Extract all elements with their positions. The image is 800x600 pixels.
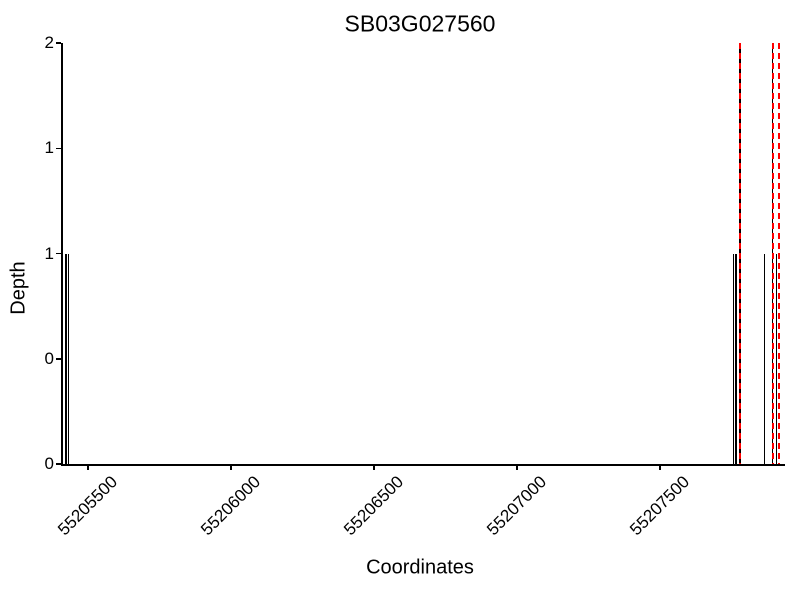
depth-bar: [65, 253, 67, 464]
x-axis-tick: [87, 465, 89, 470]
x-axis-tick: [230, 465, 232, 470]
depth-bar: [763, 253, 766, 464]
y-axis-tick: [56, 147, 61, 149]
y-tick-label: 1: [44, 138, 54, 158]
depth-bar: [67, 253, 70, 464]
y-axis-line: [61, 43, 63, 466]
boundary-marker-line: [739, 43, 742, 464]
y-axis-tick: [56, 358, 61, 360]
y-tick-label: 0: [44, 348, 54, 368]
y-axis-tick: [56, 42, 61, 44]
chart-title: SB03G027560: [344, 10, 496, 37]
x-tick-label: 55205500: [54, 472, 122, 540]
x-tick-label: 55206500: [340, 472, 408, 540]
x-axis-line: [61, 464, 785, 466]
plot-area: [62, 43, 784, 464]
depth-bar: [732, 253, 735, 464]
x-axis-tick: [373, 465, 375, 470]
boundary-marker-line: [778, 43, 781, 464]
y-tick-label: 1: [44, 243, 54, 263]
y-axis-tick: [56, 252, 61, 255]
depth-bar: [735, 253, 737, 464]
y-tick-label: 2: [44, 33, 54, 52]
x-tick-label: 55207000: [483, 472, 551, 540]
x-axis-label: Coordinates: [366, 556, 474, 579]
x-tick-label: 55207500: [626, 472, 693, 540]
y-tick-label: 0: [44, 454, 54, 473]
depth-bar: [775, 253, 778, 464]
x-axis-tick: [659, 465, 661, 470]
boundary-marker-line: [771, 43, 774, 464]
x-axis-tick: [516, 465, 518, 470]
y-axis-tick: [56, 463, 61, 465]
x-tick-label: 55206000: [197, 472, 265, 540]
y-axis-label: Depth: [7, 261, 30, 315]
